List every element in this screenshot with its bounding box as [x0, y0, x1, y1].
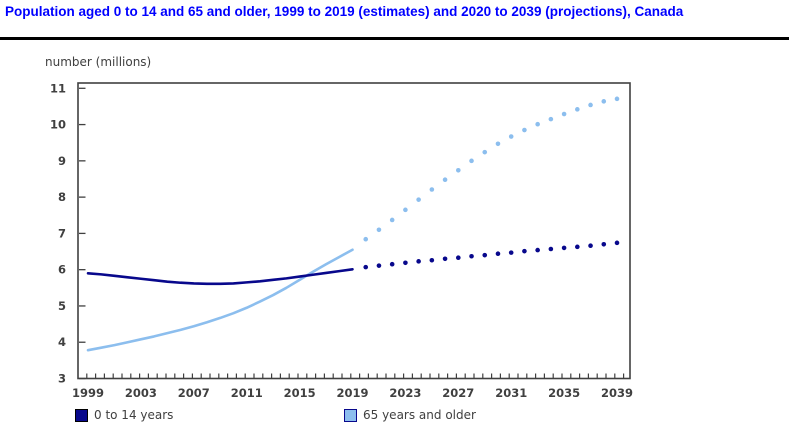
svg-text:1999: 1999 [72, 386, 104, 400]
legend-swatch-0-to-14 [75, 408, 88, 422]
svg-text:7: 7 [58, 226, 66, 240]
svg-text:5: 5 [58, 299, 66, 313]
svg-text:9: 9 [58, 154, 66, 168]
chart-legend: 0 to 14 years 65 years and older [0, 408, 789, 428]
y-axis-unit-label: number (millions) [45, 55, 152, 69]
svg-text:8: 8 [58, 190, 66, 204]
svg-text:2035: 2035 [548, 386, 580, 400]
legend-swatch-65-and-older [344, 408, 357, 422]
legend-item-65-and-older: 65 years and older [344, 408, 476, 422]
svg-text:2007: 2007 [178, 386, 210, 400]
legend-item-0-to-14: 0 to 14 years [75, 408, 173, 422]
legend-label-0-to-14: 0 to 14 years [94, 408, 174, 422]
svg-text:2015: 2015 [284, 386, 316, 400]
svg-text:11: 11 [50, 81, 66, 95]
svg-text:2003: 2003 [125, 386, 157, 400]
title-divider-rule [0, 37, 789, 40]
svg-text:2039: 2039 [601, 386, 633, 400]
svg-text:2019: 2019 [336, 386, 368, 400]
svg-text:4: 4 [58, 335, 66, 349]
svg-text:6: 6 [58, 263, 66, 277]
svg-text:3: 3 [58, 372, 66, 386]
population-line-chart: 3 4 5 6 7 8 9 10 11 1999 2003 2007 2011 2015 2019 2023 2… [50, 81, 633, 400]
svg-text:2031: 2031 [495, 386, 527, 400]
svg-text:2027: 2027 [442, 386, 474, 400]
svg-text:2011: 2011 [231, 386, 263, 400]
svg-text:10: 10 [50, 118, 66, 132]
chart-title: Population aged 0 to 14 and 65 and older… [5, 4, 684, 19]
legend-label-65-and-older: 65 years and older [363, 408, 476, 422]
svg-text:2023: 2023 [389, 386, 421, 400]
